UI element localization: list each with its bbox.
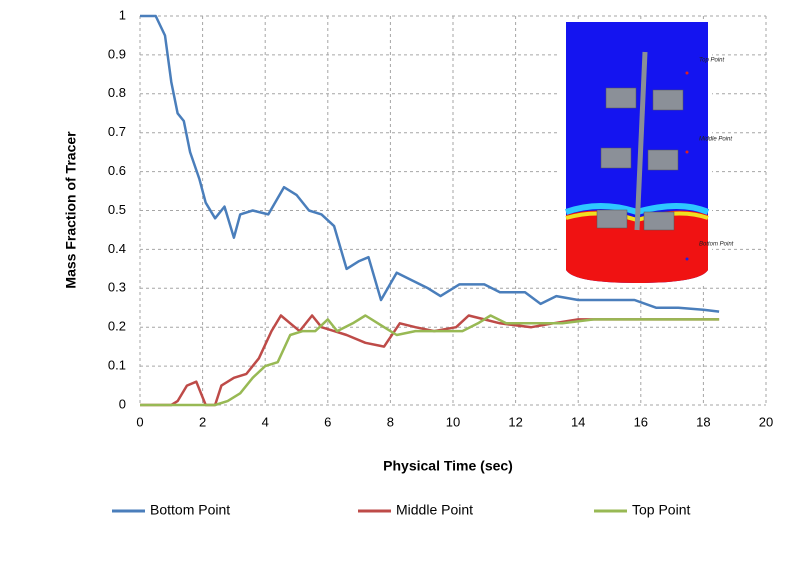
- x-tick-label: 10: [446, 414, 460, 429]
- x-tick-label: 20: [759, 414, 773, 429]
- x-tick-label: 8: [387, 414, 394, 429]
- x-tick-label: 16: [634, 414, 648, 429]
- y-tick-label: 0.2: [108, 319, 126, 334]
- inset-label: Middle Point: [699, 137, 732, 143]
- x-tick-label: 18: [696, 414, 710, 429]
- series-line: [140, 14, 720, 313]
- inset-marker: [685, 71, 689, 75]
- x-axis-label: Physical Time (sec): [383, 458, 513, 474]
- y-tick-label: 0.9: [108, 46, 126, 61]
- x-tick-label: 2: [199, 414, 206, 429]
- x-tick-label: 12: [508, 414, 522, 429]
- inset-image: Top Point Middle Point Bottom Point: [560, 22, 734, 284]
- y-tick-label: 0.3: [108, 280, 126, 295]
- inset-marker: [685, 257, 689, 261]
- y-tick-label: 0.1: [108, 358, 126, 373]
- inset-shaft: [634, 51, 648, 231]
- y-tick-label: 0: [119, 396, 126, 411]
- series-line: [140, 314, 720, 407]
- legend-label: Bottom Point: [150, 502, 230, 518]
- y-tick-label: 0.5: [108, 202, 126, 217]
- x-tick-label: 4: [262, 414, 269, 429]
- inset-label: Bottom Point: [699, 242, 734, 248]
- legend-label: Middle Point: [396, 502, 473, 518]
- y-axis-label: Mass Fraction of Tracer: [63, 131, 79, 289]
- inset-marker: [685, 150, 689, 154]
- y-tick-label: 0.8: [108, 85, 126, 100]
- y-tick-label: 0.7: [108, 124, 126, 139]
- inset-impellers: [596, 87, 684, 231]
- y-tick-label: 0.6: [108, 163, 126, 178]
- x-tick-label: 0: [136, 414, 143, 429]
- x-tick-label: 6: [324, 414, 331, 429]
- plot-area: 00.10.20.30.40.50.60.70.80.910 2 4 6 8 10 12 14…: [108, 7, 773, 429]
- y-tick-label: 1: [119, 7, 126, 22]
- x-tick-label: 14: [571, 414, 585, 429]
- inset-label: Top Point: [699, 58, 724, 64]
- series-line: [140, 314, 720, 407]
- y-tick-label: 0.4: [108, 241, 126, 256]
- legend-label: Top Point: [632, 502, 690, 518]
